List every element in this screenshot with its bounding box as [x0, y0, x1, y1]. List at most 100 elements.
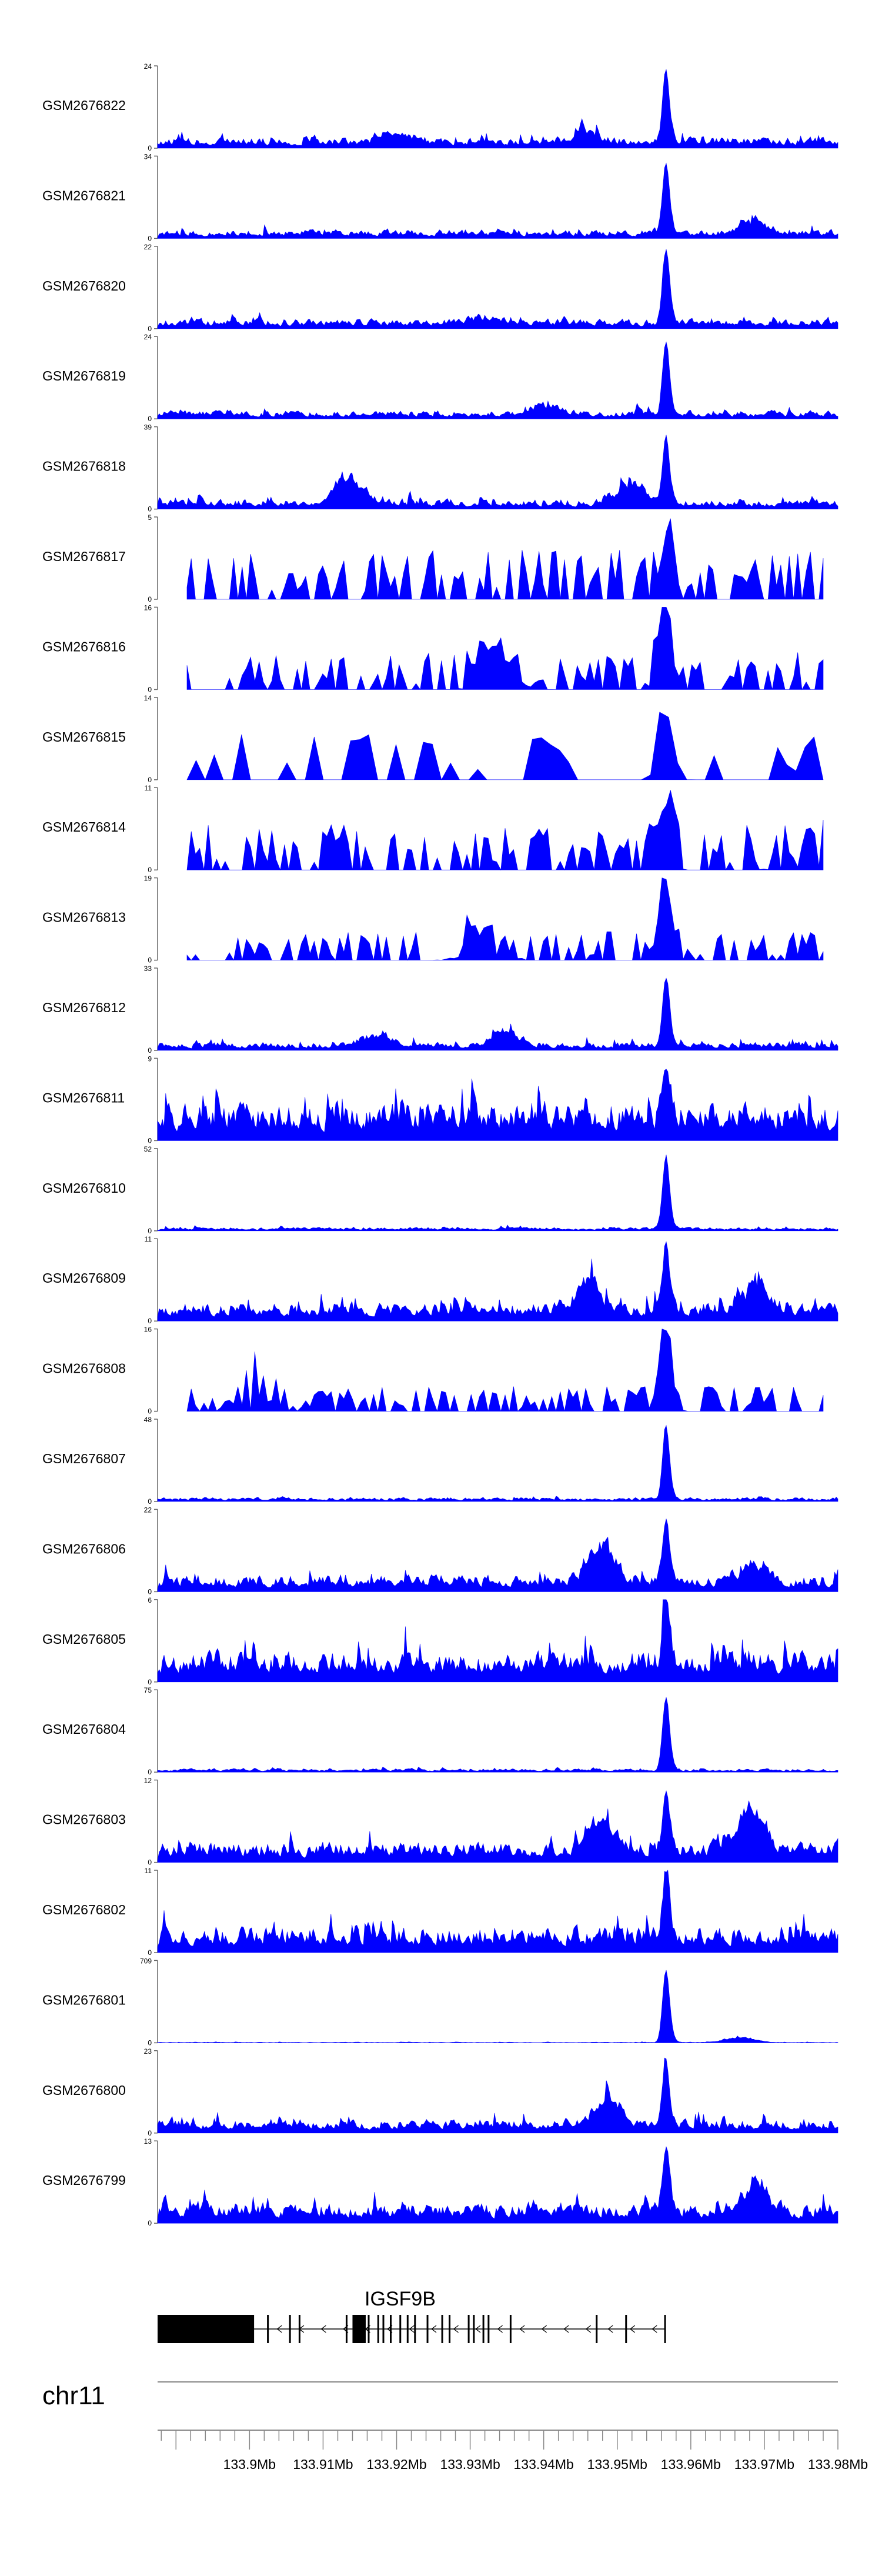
track-label: GSM2676802: [42, 1902, 126, 1917]
track-GSM2676817: GSM2676817 5 0: [42, 513, 824, 603]
track-label: GSM2676818: [42, 459, 126, 474]
track-GSM2676806: GSM2676806 22 0: [42, 1506, 838, 1596]
strand-arrow: [453, 2325, 459, 2333]
gene-exon: [267, 2315, 269, 2343]
y-max-label: 5: [148, 513, 152, 522]
coverage-area: [157, 1599, 838, 1683]
gene-exon: [441, 2315, 443, 2343]
track-label: GSM2676808: [42, 1361, 126, 1376]
track-label: GSM2676805: [42, 1631, 126, 1647]
strand-arrow: [320, 2325, 326, 2333]
coverage-area: [157, 1424, 838, 1502]
y-min-label: 0: [148, 2038, 152, 2047]
strand-arrow: [563, 2325, 569, 2333]
y-max-label: 39: [144, 423, 152, 432]
y-max-label: 34: [144, 152, 152, 161]
y-max-label: 24: [144, 333, 152, 341]
chromosome-label: chr11: [42, 2381, 105, 2410]
gene-exon: [473, 2315, 475, 2343]
y-min-label: 0: [148, 2219, 152, 2227]
track-GSM2676812: GSM2676812 33 0: [42, 965, 838, 1055]
y-max-label: 22: [144, 243, 152, 251]
x-tick-label: 133.9Mb: [223, 2457, 276, 2472]
y-min-label: 0: [148, 1227, 152, 1235]
strand-arrow: [652, 2325, 657, 2333]
track-GSM2676808: GSM2676808 16 0: [42, 1326, 824, 1416]
track-GSM2676801: GSM2676801 709 0: [42, 1957, 838, 2047]
gene-exon: [509, 2315, 512, 2343]
gene-exon: [467, 2315, 470, 2343]
coverage-area: [157, 1241, 838, 1322]
track-label: GSM2676810: [42, 1180, 126, 1196]
y-min-label: 0: [148, 144, 152, 152]
gene-exon: [625, 2315, 627, 2343]
x-tick-label: 133.93Mb: [440, 2457, 500, 2472]
strand-arrow: [276, 2325, 282, 2333]
y-min-label: 0: [148, 685, 152, 693]
track-GSM2676809: GSM2676809 11 0: [42, 1235, 838, 1325]
coverage-area: [157, 1870, 838, 1953]
gene-exon: [352, 2315, 366, 2343]
strand-arrow: [519, 2325, 525, 2333]
track-label: GSM2676816: [42, 639, 126, 654]
track-label: GSM2676813: [42, 910, 126, 925]
y-min-label: 0: [148, 1407, 152, 1416]
track-label: GSM2676800: [42, 2083, 126, 2098]
y-max-label: 709: [140, 1957, 152, 1965]
track-GSM2676819: GSM2676819 24 0: [42, 333, 838, 423]
y-min-label: 0: [148, 1768, 152, 1776]
strand-arrow: [541, 2325, 547, 2333]
track-label: GSM2676820: [42, 278, 126, 293]
x-tick-label: 133.97Mb: [734, 2457, 794, 2472]
coverage-area: [157, 2057, 838, 2134]
track-GSM2676820: GSM2676820 22 0: [42, 243, 838, 333]
coverage-area: [186, 790, 824, 871]
coverage-area: [186, 712, 824, 780]
coverage-area: [186, 518, 824, 600]
y-max-label: 33: [144, 965, 152, 973]
coverage-area: [157, 1154, 838, 1232]
track-GSM2676814: GSM2676814 11 0: [42, 784, 824, 874]
coverage-area: [186, 607, 824, 690]
y-min-label: 0: [148, 776, 152, 784]
track-GSM2676813: GSM2676813 19 0: [42, 875, 824, 965]
track-label: GSM2676801: [42, 1992, 126, 2007]
coverage-area: [157, 341, 838, 419]
y-min-label: 0: [148, 234, 152, 242]
y-min-label: 0: [148, 1678, 152, 1686]
coverage-area: [157, 1697, 838, 1773]
coverage-area: [157, 69, 838, 149]
x-tick-label: 133.94Mb: [514, 2457, 574, 2472]
coverage-tracks: GSM2676822240GSM2676821340GSM2676820220G…: [42, 62, 838, 2227]
track-GSM2676805: GSM2676805 6 0: [42, 1596, 838, 1686]
gene-label: IGSF9B: [365, 2288, 436, 2310]
gene-exon: [482, 2315, 485, 2343]
y-min-label: 0: [148, 956, 152, 965]
y-min-label: 0: [148, 415, 152, 423]
y-max-label: 23: [144, 2047, 152, 2056]
y-max-label: 11: [145, 1867, 152, 1875]
x-tick-label: 133.92Mb: [366, 2457, 426, 2472]
y-max-label: 16: [144, 603, 152, 612]
gene-exon: [252, 2315, 255, 2343]
strand-arrow: [497, 2325, 503, 2333]
gene-exon: [414, 2315, 416, 2343]
gene-exon: [368, 2315, 370, 2343]
y-min-label: 0: [148, 1317, 152, 1325]
track-GSM2676811: GSM2676811 9 0: [42, 1055, 838, 1144]
y-max-label: 12: [144, 1777, 152, 1785]
gene-exon: [377, 2315, 379, 2343]
coverage-area: [157, 1069, 838, 1141]
strand-arrow: [629, 2325, 636, 2333]
coverage-area: [157, 1790, 838, 1863]
y-max-label: 16: [144, 1326, 152, 1334]
track-label: GSM2676807: [42, 1451, 126, 1466]
track-label: GSM2676821: [42, 188, 126, 203]
track-GSM2676800: GSM2676800 23 0: [42, 2047, 838, 2137]
y-min-label: 0: [148, 505, 152, 513]
track-label: GSM2676812: [42, 1000, 126, 1015]
track-label: GSM2676799: [42, 2173, 126, 2188]
track-GSM2676822: GSM2676822 24 0: [42, 62, 838, 152]
track-label: GSM2676822: [42, 98, 126, 113]
